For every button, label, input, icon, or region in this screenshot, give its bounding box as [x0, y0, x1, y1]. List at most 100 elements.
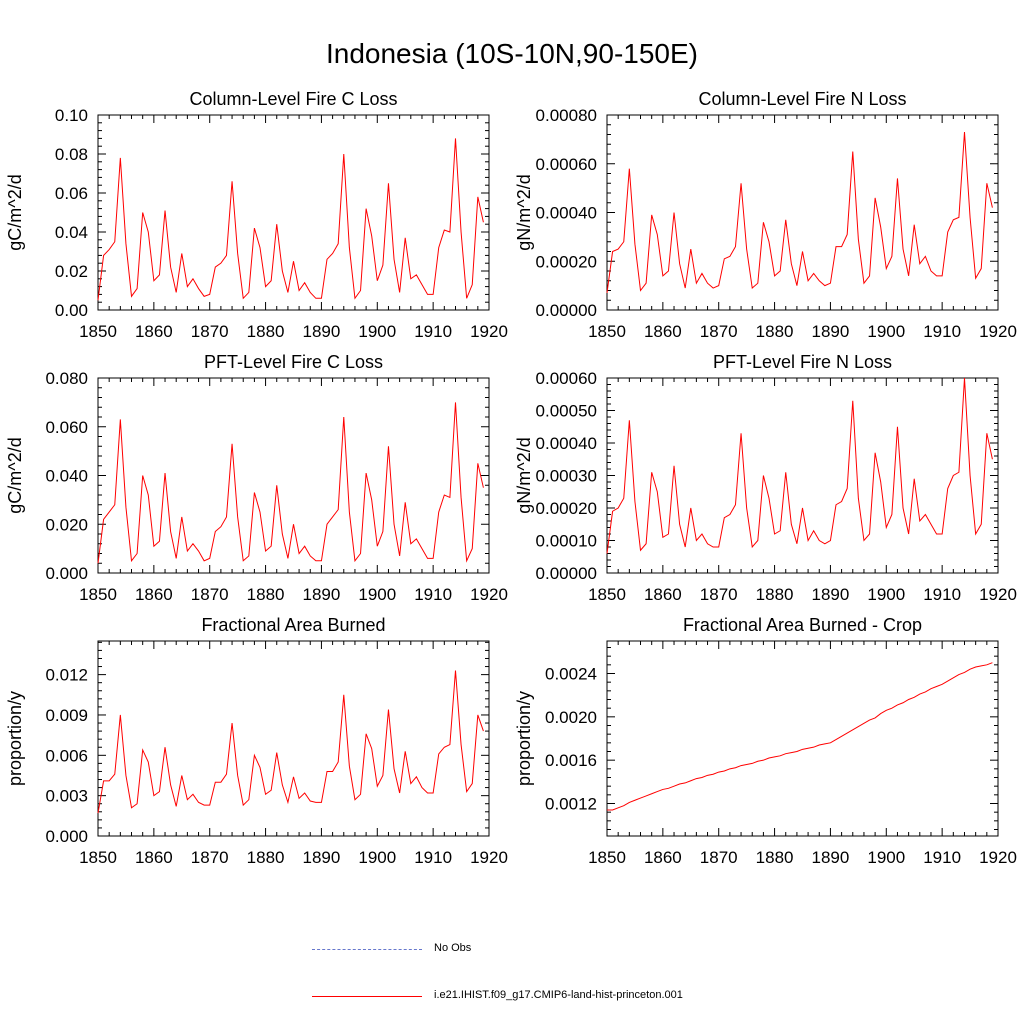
plot-frame — [606, 114, 999, 311]
y-tick-label: 0.0016 — [545, 751, 597, 770]
x-tick-label: 1850 — [588, 585, 626, 604]
legend-swatch-obs — [312, 949, 422, 950]
y-tick-label: 0.00020 — [536, 252, 597, 271]
y-tick-label: 0.00040 — [536, 434, 597, 453]
x-tick-label: 1900 — [867, 322, 905, 341]
x-tick-label: 1900 — [867, 585, 905, 604]
y-tick-label: 0.00000 — [536, 564, 597, 583]
y-tick-label: 0.009 — [45, 706, 88, 725]
y-tick-label: 0.020 — [45, 515, 88, 534]
x-tick-label: 1860 — [644, 322, 682, 341]
y-tick-label: 0.00080 — [536, 106, 597, 125]
y-tick-label: 0.080 — [45, 369, 88, 388]
x-tick-label: 1850 — [79, 848, 117, 867]
panel-title: PFT-Level Fire N Loss — [713, 352, 892, 372]
series-line-0 — [97, 402, 484, 564]
series-line-0 — [606, 377, 993, 554]
y-tick-label: 0.00030 — [536, 467, 597, 486]
x-tick-label: 1920 — [470, 322, 508, 341]
y-axis-label: gC/m^2/d — [5, 437, 25, 513]
y-tick-label: 0.04 — [55, 223, 88, 242]
y-tick-label: 0.012 — [45, 666, 88, 685]
y-tick-label: 0.10 — [55, 106, 88, 125]
x-tick-label: 1890 — [303, 848, 341, 867]
x-tick-label: 1850 — [79, 585, 117, 604]
y-tick-label: 0.000 — [45, 827, 88, 846]
y-tick-label: 0.00000 — [536, 301, 597, 320]
chart-panel-0: Column-Level Fire C Loss gC/m^2/d 1850 1860… — [5, 89, 508, 341]
x-tick-label: 1870 — [191, 848, 229, 867]
y-axis-label: proportion/y — [514, 691, 534, 786]
x-tick-label: 1900 — [358, 585, 396, 604]
y-tick-label: 0.006 — [45, 746, 88, 765]
x-tick-label: 1850 — [588, 322, 626, 341]
y-axis-label: proportion/y — [5, 691, 25, 786]
series-line-0 — [97, 670, 484, 814]
y-tick-label: 0.06 — [55, 184, 88, 203]
x-tick-label: 1860 — [135, 585, 173, 604]
y-tick-label: 0.02 — [55, 262, 88, 281]
y-tick-label: 0.0020 — [545, 708, 597, 727]
chart-panel-4: Fractional Area Burned proportion/y 1850 18… — [5, 615, 508, 867]
chart-panel-5: Fractional Area Burned - Crop proportion/… — [514, 615, 1017, 867]
x-tick-label: 1860 — [135, 848, 173, 867]
x-tick-label: 1920 — [979, 848, 1017, 867]
x-tick-label: 1870 — [191, 585, 229, 604]
legend-label-model: i.e21.IHIST.f09_g17.CMIP6-land-hist-prin… — [434, 989, 683, 1001]
y-tick-label: 0.0012 — [545, 795, 597, 814]
y-axis-label: gN/m^2/d — [514, 174, 534, 250]
y-tick-label: 0.00050 — [536, 402, 597, 421]
x-tick-label: 1910 — [414, 585, 452, 604]
plot-frame — [606, 377, 999, 574]
y-tick-label: 0.00060 — [536, 369, 597, 388]
x-tick-label: 1910 — [923, 848, 961, 867]
x-tick-label: 1870 — [700, 848, 738, 867]
x-tick-label: 1890 — [303, 322, 341, 341]
series-line-0 — [97, 138, 484, 301]
y-tick-label: 0.0024 — [545, 665, 597, 684]
x-tick-label: 1890 — [812, 585, 850, 604]
x-tick-label: 1880 — [247, 848, 285, 867]
plot-frame — [97, 114, 490, 311]
x-tick-label: 1860 — [644, 585, 682, 604]
x-tick-label: 1870 — [700, 322, 738, 341]
series-line-0 — [606, 132, 993, 294]
y-tick-label: 0.08 — [55, 145, 88, 164]
legend-item-obs: No Obs — [0, 940, 1024, 960]
x-tick-label: 1910 — [923, 322, 961, 341]
plot-frame — [97, 640, 490, 837]
y-axis-label: gC/m^2/d — [5, 174, 25, 250]
chart-panel-1: Column-Level Fire N Loss gN/m^2/d 1850 1860… — [514, 89, 1017, 341]
chart-panel-2: PFT-Level Fire C Loss gC/m^2/d 1850 1860 187… — [5, 352, 508, 604]
panel-title: Column-Level Fire C Loss — [189, 89, 397, 109]
x-tick-label: 1910 — [414, 322, 452, 341]
x-tick-label: 1860 — [644, 848, 682, 867]
x-tick-label: 1900 — [358, 848, 396, 867]
y-tick-label: 0.00060 — [536, 155, 597, 174]
panel-title: PFT-Level Fire C Loss — [204, 352, 383, 372]
x-tick-label: 1910 — [414, 848, 452, 867]
y-tick-label: 0.00010 — [536, 532, 597, 551]
series-line-0 — [607, 662, 993, 811]
x-tick-label: 1870 — [191, 322, 229, 341]
x-tick-label: 1850 — [588, 848, 626, 867]
x-tick-label: 1920 — [470, 585, 508, 604]
plot-frame — [606, 640, 999, 837]
y-tick-label: 0.060 — [45, 418, 88, 437]
x-tick-label: 1920 — [470, 848, 508, 867]
x-tick-label: 1880 — [247, 585, 285, 604]
x-tick-label: 1890 — [812, 848, 850, 867]
x-tick-label: 1870 — [700, 585, 738, 604]
x-tick-label: 1890 — [303, 585, 341, 604]
x-tick-label: 1890 — [812, 322, 850, 341]
x-tick-label: 1920 — [979, 585, 1017, 604]
legend-item-model: i.e21.IHIST.f09_g17.CMIP6-land-hist-prin… — [0, 987, 1024, 1007]
panel-title: Fractional Area Burned - Crop — [683, 615, 922, 635]
y-tick-label: 0.00040 — [536, 204, 597, 223]
x-tick-label: 1900 — [358, 322, 396, 341]
legend-label-obs: No Obs — [434, 942, 472, 954]
y-tick-label: 0.040 — [45, 467, 88, 486]
y-tick-label: 0.00020 — [536, 499, 597, 518]
